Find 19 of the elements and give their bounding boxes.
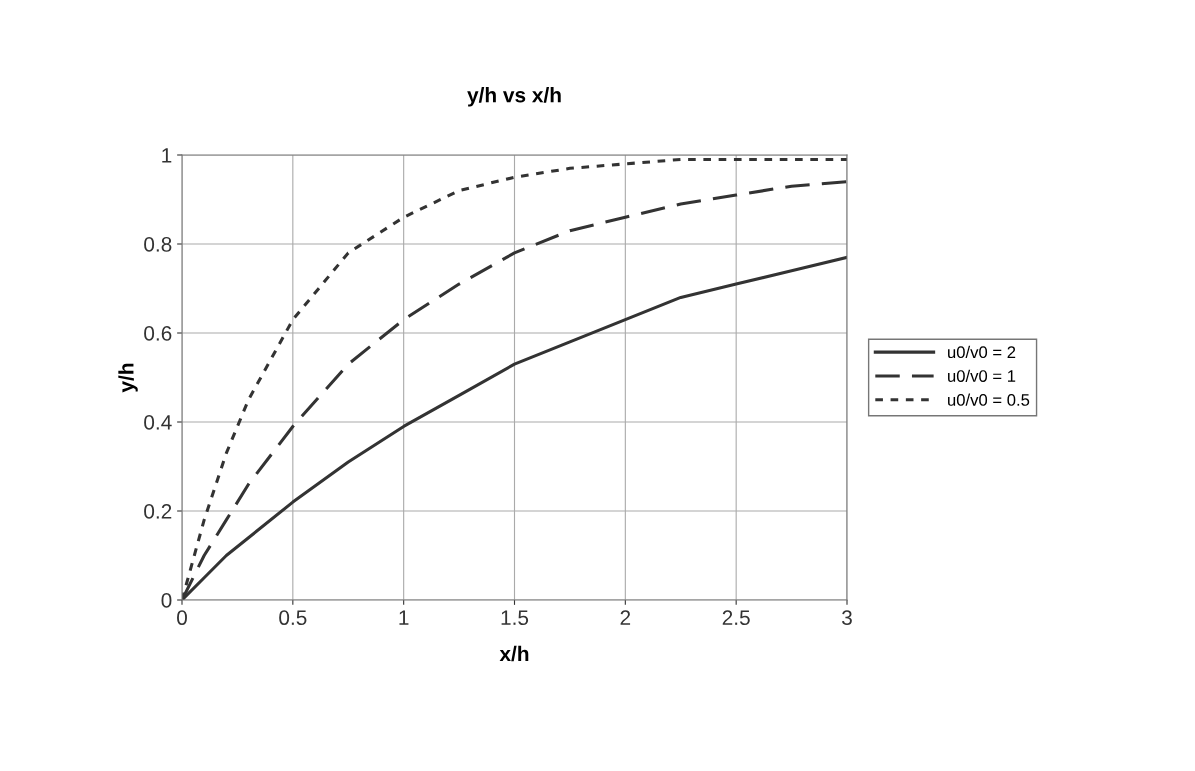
y-tick-label: 0 <box>161 593 172 608</box>
x-tick-label: 3 <box>842 610 852 626</box>
x-tick-label: 1 <box>399 610 409 625</box>
x-tick-label: 0.5 <box>279 610 307 626</box>
y-tick-label: 0.8 <box>144 237 172 252</box>
chart-title: y/h vs x/h <box>467 87 561 107</box>
x-axis-title: x/h <box>499 645 529 662</box>
y-tick-label: 0.2 <box>144 504 172 519</box>
legend-label: u0/v0 = 0.5 <box>948 393 1030 406</box>
x-tick-label: 1.5 <box>501 610 529 626</box>
x-tick-label: 2.5 <box>722 610 750 626</box>
x-tick-label: 2 <box>620 610 631 625</box>
legend-label: u0/v0 = 1 <box>948 369 1016 382</box>
y-tick-label: 0.4 <box>144 415 172 430</box>
y-axis-title: y/h <box>118 363 138 393</box>
y-tick-label: 0.6 <box>144 326 172 341</box>
legend-label: u0/v0 = 2 <box>948 345 1016 359</box>
x-tick-label: 0 <box>177 610 187 626</box>
y-tick-label: 1 <box>162 148 172 163</box>
